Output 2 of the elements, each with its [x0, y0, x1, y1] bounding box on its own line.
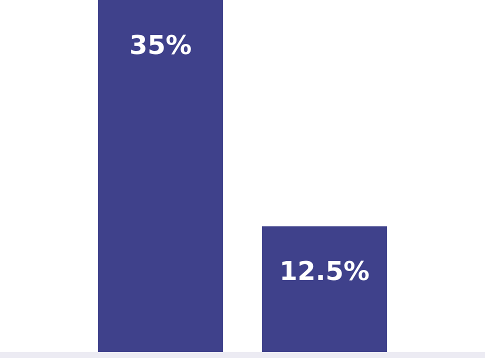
data-label: 12.5% [279, 257, 370, 288]
data-label: 35% [129, 30, 192, 61]
